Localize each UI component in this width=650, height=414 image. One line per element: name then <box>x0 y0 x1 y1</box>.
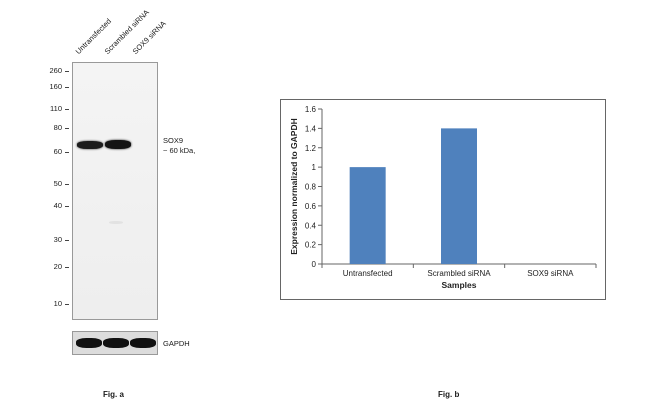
x-tick-label: SOX9 siRNA <box>527 269 574 278</box>
mw-marker-tick <box>65 152 69 153</box>
loading-control-label: GAPDH <box>163 339 190 348</box>
mw-marker-label: 50 <box>53 179 62 188</box>
gapdh-band-sox9 <box>130 338 156 348</box>
chart-frame <box>280 99 606 300</box>
x-tick-label: Scrambled siRNA <box>427 269 491 278</box>
mw-marker-label: 260 <box>49 66 62 75</box>
mw-marker-tick <box>65 184 69 185</box>
y-tick-label: 0.6 <box>305 202 317 211</box>
sox9-band-untransfected <box>77 141 103 149</box>
target-size-label: ~ 60 kDa, <box>163 146 196 155</box>
mw-marker-tick <box>65 240 69 241</box>
mw-marker-tick <box>65 87 69 88</box>
y-tick-label: 1.4 <box>305 124 317 133</box>
western-blot-gapdh-panel <box>72 331 158 355</box>
y-tick-label: 1.2 <box>305 144 317 153</box>
gapdh-band-scrambled <box>103 338 129 348</box>
mw-marker-tick <box>65 71 69 72</box>
mw-marker-tick <box>65 206 69 207</box>
x-tick-label: Untransfected <box>343 269 393 278</box>
y-tick-label: 0.2 <box>305 241 317 250</box>
mw-marker-label: 80 <box>53 123 62 132</box>
mw-marker-label: 40 <box>53 201 62 210</box>
y-tick-label: 0 <box>312 260 317 269</box>
mw-marker-tick <box>65 267 69 268</box>
y-tick-label: 0.8 <box>305 183 317 192</box>
mw-marker-label: 110 <box>50 104 62 113</box>
western-blot-main-panel <box>72 62 158 320</box>
y-tick-label: 1 <box>312 163 317 172</box>
y-tick-label: 1.6 <box>305 105 317 114</box>
bar-scrambled-sirna <box>441 128 477 264</box>
mw-marker-label: 10 <box>53 299 62 308</box>
mw-marker-label: 20 <box>53 262 62 271</box>
bar-untransfected <box>349 167 386 264</box>
mw-marker-label: 60 <box>53 147 62 156</box>
fig-a-caption: Fig. a <box>103 390 124 399</box>
fig-b-caption: Fig. b <box>438 390 460 399</box>
x-axis-title: Samples <box>442 280 477 290</box>
gapdh-band-untransfected <box>76 338 102 348</box>
faint-band-scrambled <box>109 221 123 224</box>
mw-marker-tick <box>65 109 69 110</box>
mw-marker-label: 160 <box>49 82 62 91</box>
mw-marker-tick <box>65 128 69 129</box>
sox9-band-scrambled <box>105 140 131 149</box>
mw-marker-label: 30 <box>53 235 62 244</box>
target-label: SOX9 <box>163 136 184 145</box>
y-axis-title: Expression normalized to GAPDH <box>289 118 299 255</box>
mw-marker-tick <box>65 304 69 305</box>
y-tick-label: 0.4 <box>305 221 317 230</box>
